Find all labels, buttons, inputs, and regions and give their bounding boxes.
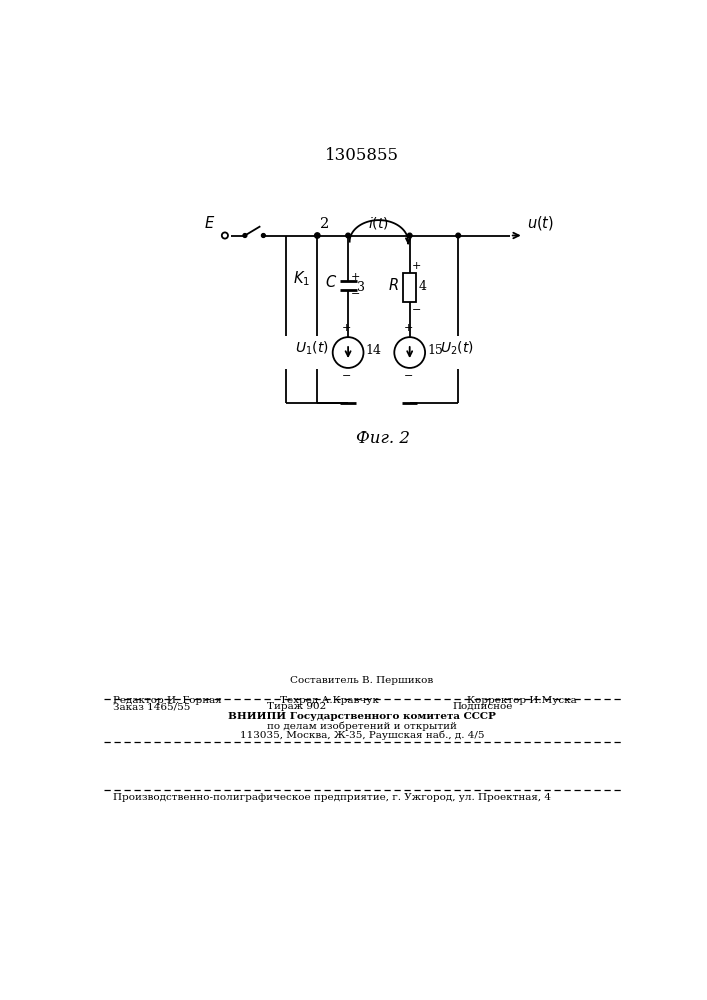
Text: −: − [412, 305, 421, 315]
Circle shape [456, 233, 460, 238]
Text: 3: 3 [357, 281, 366, 294]
Text: Тираж 902: Тираж 902 [267, 702, 327, 711]
Text: Заказ 1465/55: Заказ 1465/55 [113, 702, 191, 711]
Circle shape [315, 233, 320, 238]
Text: −: − [351, 289, 360, 299]
Text: $U_2(t)$: $U_2(t)$ [440, 340, 474, 357]
Text: 14: 14 [366, 344, 382, 357]
Text: Подписное: Подписное [452, 702, 513, 711]
Bar [403, 273, 416, 302]
Text: по делам изобретений и открытий: по делам изобретений и открытий [267, 721, 457, 731]
Text: +: + [351, 272, 360, 282]
Text: Составитель В. Першиков: Составитель В. Першиков [291, 676, 433, 685]
Text: $R$: $R$ [388, 277, 399, 293]
Text: Корректор И.Муска: Корректор И.Муска [467, 696, 577, 705]
Text: Редактор И. Горная: Редактор И. Горная [113, 696, 222, 705]
Text: Техред А.Кравчук: Техред А.Кравчук [281, 696, 379, 705]
Text: 2: 2 [320, 217, 329, 231]
Text: ВНИИПИ Государственного комитета СССР: ВНИИПИ Государственного комитета СССР [228, 712, 496, 721]
Text: 1305855: 1305855 [325, 147, 399, 164]
Text: $i(t)$: $i(t)$ [368, 215, 390, 231]
Text: $K_1$: $K_1$ [293, 269, 310, 288]
Circle shape [407, 233, 412, 238]
Text: $u(t)$: $u(t)$ [527, 214, 554, 232]
Text: 4: 4 [418, 280, 426, 293]
Text: $U_1(t)$: $U_1(t)$ [295, 340, 329, 357]
Text: 15: 15 [428, 344, 443, 357]
Text: Производственно-полиграфическое предприятие, г. Ужгород, ул. Проектная, 4: Производственно-полиграфическое предприя… [113, 793, 551, 802]
Text: 113035, Москва, Ж-35, Раушская наб., д. 4/5: 113035, Москва, Ж-35, Раушская наб., д. … [240, 731, 484, 740]
Text: +: + [342, 323, 351, 333]
Text: +: + [404, 323, 413, 333]
Text: $E$: $E$ [204, 215, 216, 231]
Text: −: − [342, 371, 351, 381]
Text: $C$: $C$ [325, 274, 337, 290]
Text: Фиг. 2: Фиг. 2 [356, 430, 410, 447]
Text: +: + [412, 261, 421, 271]
Circle shape [243, 234, 247, 237]
Text: −: − [404, 371, 413, 381]
Circle shape [262, 234, 265, 237]
Circle shape [346, 233, 351, 238]
